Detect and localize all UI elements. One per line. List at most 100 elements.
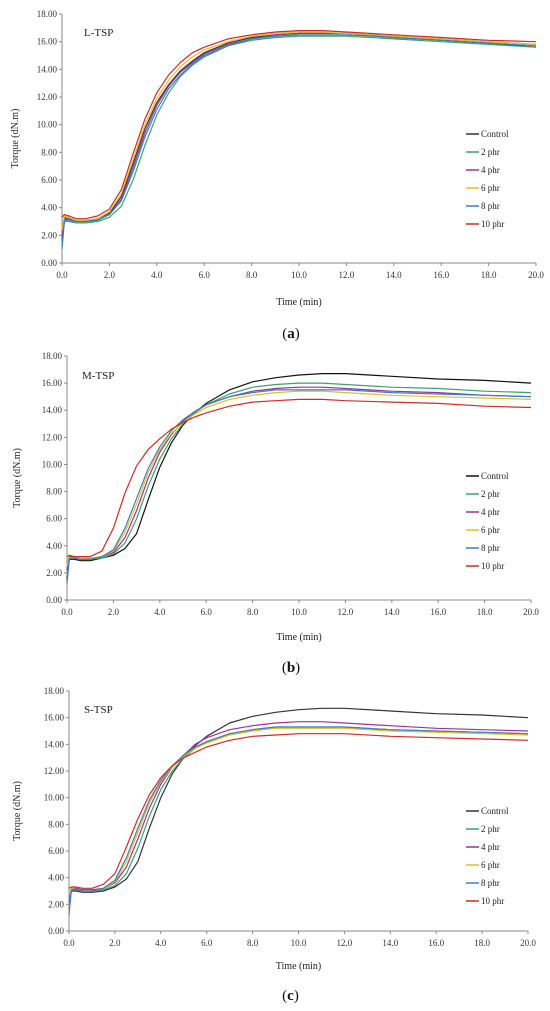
x-tick-label: 0.0 [56,270,68,280]
x-axis-title: Time (min) [276,961,321,972]
y-tick-label: 10.00 [37,120,58,130]
y-tick-label: 10.00 [44,793,65,803]
panel-title: L-TSP [84,27,113,39]
x-tick-label: 10.0 [291,938,307,948]
chart-panel-c: 0.002.004.006.008.0010.0012.0014.0016.00… [12,686,536,1004]
legend-label: 2 phr [481,824,500,834]
x-tick-label: 12.0 [338,607,354,617]
series-line-10-phr [66,398,532,558]
series-line-control [66,373,532,580]
y-tick-label: 0.00 [48,926,64,936]
y-tick-label: 10.00 [42,459,63,469]
y-tick-label: 2.00 [48,899,64,909]
x-tick-label: 2.0 [108,607,120,617]
y-tick-label: 18.00 [42,351,63,361]
legend-label: 6 phr [481,860,500,870]
y-tick-label: 6.00 [46,514,62,524]
x-tick-label: 2.0 [109,938,121,948]
series-line-2-phr [61,35,537,247]
series-line-6-phr [66,390,532,567]
x-tick-label: 14.0 [382,938,398,948]
x-tick-label: 18.0 [474,938,490,948]
y-tick-label: 0.00 [41,258,57,268]
y-tick-label: 4.00 [48,873,64,883]
legend: Control 2 phr 4 phr 6 phr 8 phr 10 phr [466,471,509,571]
y-tick-label: 8.00 [48,819,64,829]
x-tick-label: 18.0 [477,607,493,617]
y-tick-label: 14.00 [37,64,58,74]
legend-label: Control [481,129,509,139]
legend-label: Control [481,471,509,481]
y-tick-label: 16.00 [44,713,65,723]
y-tick-label: 16.00 [42,378,63,388]
y-axis-title: Torque (dN.m) [12,781,23,841]
panel-caption: (b) [282,660,300,676]
y-axis-title: Torque (dN.m) [12,448,23,508]
x-tick-label: 12.0 [339,270,355,280]
x-tick-label: 0.0 [63,938,75,948]
x-axis-title: Time (min) [276,632,321,643]
y-tick-label: 8.00 [46,487,62,497]
x-tick-label: 16.0 [428,938,444,948]
series-line-8-phr [66,389,532,584]
series-line-8-phr [61,34,537,250]
x-tick-label: 16.0 [433,270,449,280]
panel-caption: (a) [282,326,300,342]
x-tick-label: 6.0 [201,607,213,617]
y-tick-label: 18.00 [37,9,58,19]
legend-label: 10 phr [481,896,504,906]
x-tick-label: 20.0 [520,938,536,948]
panel-caption: (c) [282,988,299,1004]
legend-label: 4 phr [481,507,500,517]
x-tick-label: 4.0 [151,270,163,280]
y-tick-label: 6.00 [48,846,64,856]
legend-label: 6 phr [481,183,500,193]
x-tick-label: 0.0 [61,607,73,617]
x-axis-title: Time (min) [276,297,321,308]
panel-title: M-TSP [82,370,114,382]
x-tick-label: 14.0 [384,607,400,617]
legend-label: 4 phr [481,842,500,852]
x-tick-label: 12.0 [337,938,353,948]
y-tick-label: 12.00 [44,766,65,776]
series-line-4-phr [68,721,529,904]
x-tick-label: 10.0 [291,607,307,617]
x-tick-label: 8.0 [247,607,259,617]
y-tick-label: 12.00 [37,92,58,102]
chart-panel-a: 0.002.004.006.008.0010.0012.0014.0016.00… [10,9,544,342]
y-tick-label: 2.00 [41,230,57,240]
y-tick-label: 4.00 [46,541,62,551]
y-tick-label: 18.00 [44,686,65,696]
x-tick-label: 8.0 [247,938,259,948]
x-tick-label: 2.0 [104,270,116,280]
x-tick-label: 14.0 [386,270,402,280]
y-tick-label: 0.00 [46,595,62,605]
series-line-10-phr [68,733,529,889]
x-tick-label: 6.0 [201,938,213,948]
y-axis-title: Torque (dN.m) [10,109,21,169]
y-tick-label: 16.00 [37,37,58,47]
panel-title: S-TSP [84,704,113,716]
chart-panel-b: 0.002.004.006.008.0010.0012.0014.0016.00… [12,351,539,676]
y-tick-label: 6.00 [41,175,57,185]
legend: Control 2 phr 4 phr 6 phr 8 phr 10 phr [466,129,509,229]
x-tick-label: 6.0 [199,270,211,280]
series-line-control [61,32,537,241]
x-tick-label: 8.0 [246,270,258,280]
legend: Control 2 phr 4 phr 6 phr 8 phr 10 phr [466,806,509,906]
x-tick-label: 20.0 [528,270,544,280]
legend-label: 8 phr [481,201,500,211]
legend-label: 2 phr [481,147,500,157]
y-tick-label: 12.00 [42,432,63,442]
y-tick-label: 2.00 [46,568,62,578]
x-tick-label: 4.0 [155,938,167,948]
legend-label: 2 phr [481,489,500,499]
legend-label: 8 phr [481,543,500,553]
legend-label: 10 phr [481,561,504,571]
legend-label: 8 phr [481,878,500,888]
x-tick-label: 10.0 [291,270,307,280]
y-tick-label: 4.00 [41,203,57,213]
legend-label: 4 phr [481,165,500,175]
series-line-10-phr [61,30,537,220]
